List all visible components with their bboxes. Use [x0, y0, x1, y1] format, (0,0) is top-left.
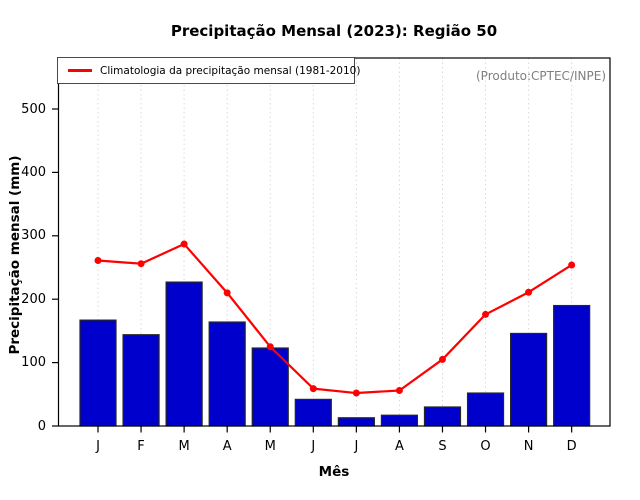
x-tick-label: J: [311, 439, 316, 454]
climatology-point: [482, 310, 490, 318]
climatology-point: [94, 257, 102, 265]
climatology-line: [96, 242, 573, 395]
precipitation-bar: [466, 392, 505, 427]
x-tick-label: D: [566, 439, 577, 454]
y-tick-label: 500: [21, 101, 46, 117]
climatology-point: [395, 386, 403, 394]
precipitation-bar: [553, 304, 591, 427]
x-tick-label: A: [222, 439, 232, 454]
precipitation-bar: [208, 321, 246, 427]
x-tick-label: M: [264, 439, 276, 454]
x-tick-label: O: [480, 439, 491, 454]
y-axis-label: Precipitação mensal (mm): [7, 155, 23, 355]
precipitation-bar: [294, 398, 332, 427]
climatology-point: [180, 240, 188, 248]
precipitation-bar: [380, 414, 419, 427]
precipitation-bar: [251, 347, 289, 427]
x-tick-label: F: [137, 439, 145, 454]
climatology-point: [266, 343, 274, 351]
y-tick-label: 100: [21, 355, 46, 371]
precipitation-bar: [337, 417, 375, 427]
x-tick-label: A: [394, 439, 404, 454]
precipitation-bar: [79, 319, 117, 427]
x-tick-label: S: [438, 439, 447, 454]
climatology-point: [309, 385, 317, 393]
precipitation-bar: [423, 406, 462, 427]
climatology-point: [137, 260, 145, 268]
y-tick-label: 0: [37, 418, 46, 434]
y-tick-label: 300: [21, 228, 46, 244]
x-tick-label: J: [354, 439, 359, 454]
climatology-point: [525, 288, 533, 296]
product-annotation: (Produto:CPTEC/INPE): [476, 69, 606, 83]
legend-label: Climatologia da precipitação mensal (198…: [100, 64, 361, 77]
climatology-point: [223, 289, 231, 297]
legend-line-swatch: [68, 69, 92, 72]
legend-box: Climatologia da precipitação mensal (198…: [57, 57, 360, 84]
precipitation-bar: [510, 332, 548, 427]
precipitation-bar: [165, 281, 203, 427]
y-tick-label: 200: [21, 291, 46, 307]
x-tick-label: N: [523, 439, 534, 454]
y-tick-label: 400: [21, 164, 46, 180]
x-tick-label: M: [178, 439, 190, 454]
climatology-point: [568, 261, 576, 269]
precipitation-bar: [122, 334, 160, 427]
climatology-point: [352, 389, 360, 397]
x-tick-label: J: [96, 439, 100, 454]
x-axis-label: Mês: [318, 464, 350, 480]
chart-title: Precipitação Mensal (2023): Região 50: [170, 22, 498, 40]
climatology-point: [438, 355, 446, 363]
